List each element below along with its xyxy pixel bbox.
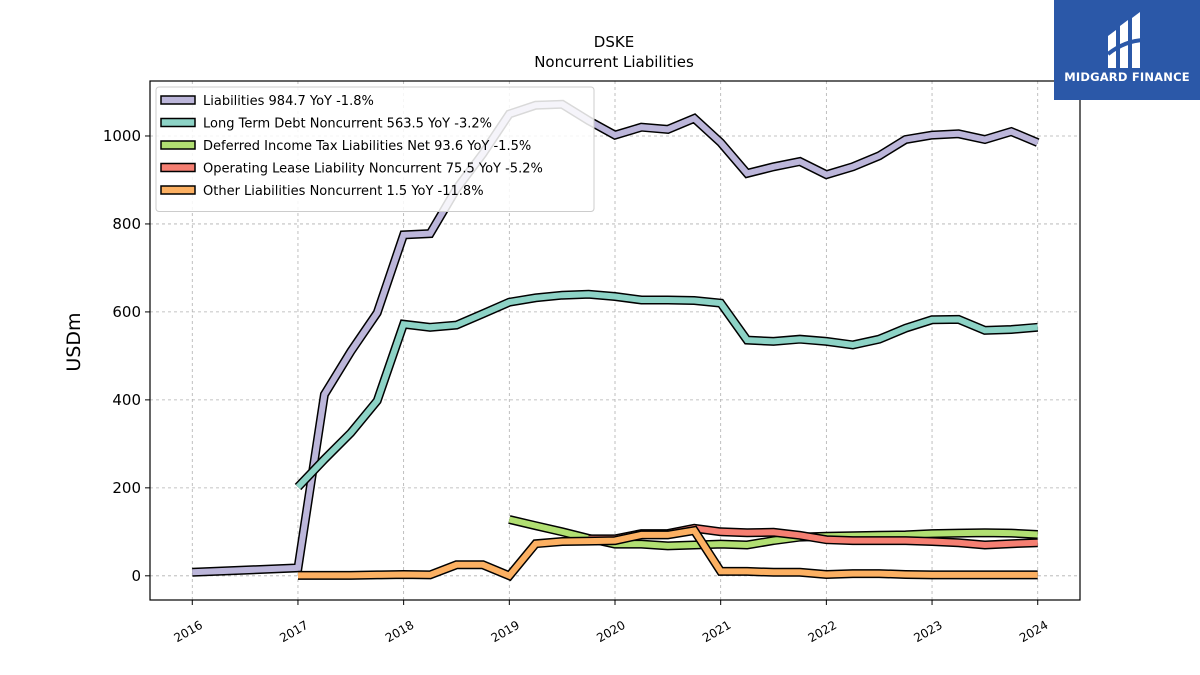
brand-name: MIDGARD FINANCE	[1064, 70, 1190, 84]
y-tick-label: 600	[112, 303, 141, 321]
legend-swatch	[160, 162, 196, 173]
series-line	[298, 527, 1038, 580]
series-line	[192, 101, 1039, 576]
legend-box	[155, 86, 595, 212]
y-axis: 0 200 400 600 800 1000	[103, 127, 150, 585]
legend-swatch	[160, 117, 196, 128]
legend-label: Other Liabilities Noncurrent 1.5 YoY -11…	[203, 184, 484, 199]
y-axis-label: USDm	[63, 312, 85, 371]
series-4	[298, 525, 1038, 582]
brand-mark-icon	[1106, 12, 1147, 68]
y-tick-label: 0	[131, 567, 141, 585]
y-tick-label: 200	[112, 479, 141, 497]
legend-label: Operating Lease Liability Noncurrent 75.…	[203, 162, 543, 177]
legend-label: Deferred Income Tax Liabilities Net 93.6…	[203, 139, 531, 154]
brand-logo: MIDGARD FINANCE	[1054, 0, 1200, 100]
y-tick-label: 1000	[103, 127, 141, 145]
legend-swatch	[160, 95, 196, 105]
legend-swatch	[160, 140, 196, 150]
series-line	[295, 291, 1038, 490]
y-tick-label: 400	[112, 391, 141, 409]
series-0	[192, 99, 1040, 577]
chart-subtitle: Noncurrent Liabilities	[534, 53, 694, 71]
series-1	[294, 289, 1039, 491]
series-layer	[192, 99, 1040, 582]
legend-label: Long Term Debt Noncurrent 563.5 YoY -3.2…	[203, 117, 492, 132]
legend: Liabilities 984.7 YoY -1.8% Long Term Deb…	[155, 86, 595, 212]
y-tick-label: 800	[112, 215, 141, 233]
legend-label: Liabilities 984.7 YoY -1.8%	[203, 94, 374, 109]
chart-title: DSKE	[594, 33, 634, 51]
legend-swatch	[160, 185, 196, 195]
